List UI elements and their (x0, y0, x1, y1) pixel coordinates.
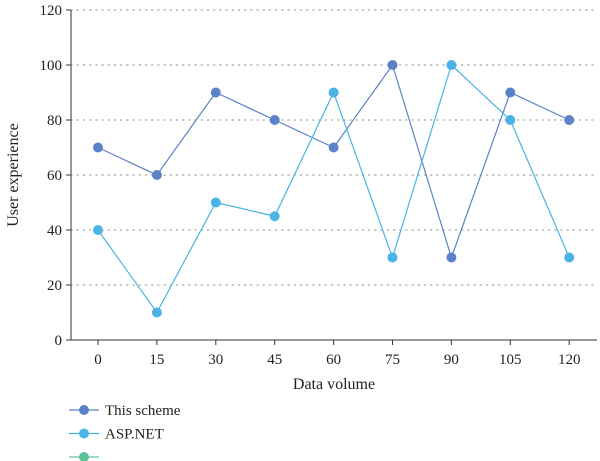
data-point (505, 87, 516, 98)
data-point (387, 252, 398, 263)
legend-marker (79, 405, 89, 415)
data-point (93, 142, 103, 153)
x-tick-label: 60 (326, 352, 341, 368)
data-point (210, 87, 221, 98)
y-axis-title: User experience (5, 123, 22, 227)
legend: This scheme ASP.NET (69, 403, 181, 461)
series-2 (93, 60, 575, 318)
y-ticks: 0 20 40 60 80 100 120 (40, 3, 71, 349)
x-tick-label: 90 (444, 352, 459, 368)
y-tick-label: 60 (47, 168, 62, 184)
y-tick-label: 20 (47, 278, 62, 294)
data-point (446, 60, 457, 70)
data-point (387, 60, 398, 70)
y-tick-label: 0 (55, 333, 63, 349)
legend-label: This scheme (105, 403, 181, 419)
y-tick-label: 80 (47, 113, 62, 129)
data-point (328, 87, 339, 98)
data-point (505, 115, 516, 125)
series-1 (93, 60, 575, 263)
data-point (446, 252, 457, 263)
data-point (210, 197, 221, 208)
x-tick-label: 120 (558, 352, 581, 368)
x-tick-label: 0 (94, 352, 102, 368)
data-point (151, 307, 162, 318)
y-tick-label: 120 (40, 3, 63, 19)
x-tick-label: 15 (149, 352, 164, 368)
y-tick-label: 40 (47, 223, 62, 239)
data-point (328, 142, 339, 153)
legend-marker (79, 428, 89, 439)
x-tick-label: 105 (499, 352, 522, 368)
data-point (564, 115, 575, 125)
legend-marker (79, 452, 89, 461)
data-point (93, 225, 103, 235)
data-point (151, 170, 162, 180)
series-line (97, 63, 570, 314)
x-tick-label: 75 (385, 352, 400, 368)
x-axis-title: Data volume (293, 376, 375, 393)
data-point (564, 252, 575, 263)
data-point (269, 115, 280, 125)
series-group (93, 60, 575, 318)
x-tick-label: 30 (208, 352, 223, 368)
y-tick-label: 100 (40, 58, 63, 74)
data-point (269, 211, 280, 222)
legend-label: ASP.NET (105, 427, 164, 443)
x-ticks: 0 15 30 45 60 75 90 105 120 (94, 340, 580, 368)
x-tick-label: 45 (267, 352, 282, 368)
